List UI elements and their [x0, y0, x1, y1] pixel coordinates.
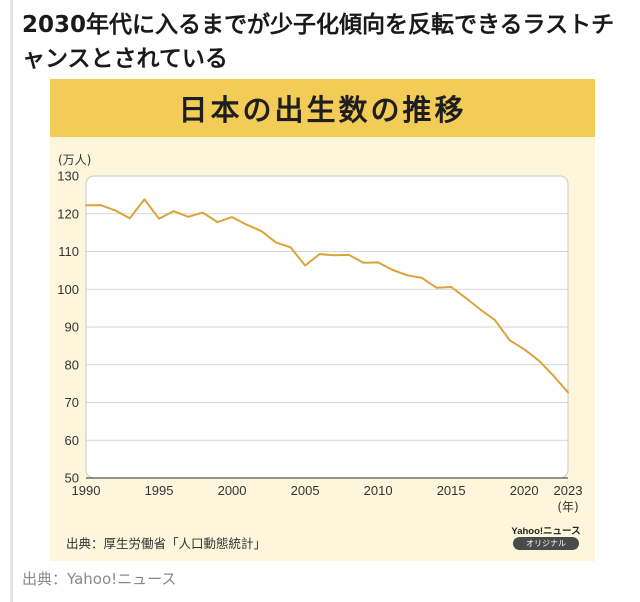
data-point [85, 204, 87, 207]
x-tick-label: 2020 [510, 483, 539, 498]
x-tick-label: 2000 [218, 483, 247, 498]
chart-card: 日本の出生数の推移 50 60 70 80 90 100 110 120 130 1990 1995… [50, 79, 595, 561]
x-tick-label: 2005 [291, 483, 320, 498]
yahoo-news-logo: Yahoo!ニュース オリジナル [505, 523, 587, 551]
data-point [464, 297, 467, 299]
data-point [406, 274, 409, 277]
data-point [245, 223, 248, 226]
y-tick-label: 70 [65, 395, 79, 410]
data-point [231, 216, 233, 219]
article-headline: 2030年代に入るまでが少子化傾向を反転できるラストチャンスとされている [22, 12, 615, 72]
x-tick-label: 1995 [145, 483, 174, 498]
data-point [391, 269, 394, 271]
y-tick-label: 90 [65, 320, 79, 335]
data-point [114, 209, 117, 212]
data-point [435, 286, 438, 289]
data-point [362, 261, 365, 264]
data-point [450, 286, 453, 288]
chart-title: 日本の出生数の推移 [178, 93, 467, 127]
y-tick-label: 50 [65, 471, 79, 486]
data-point [274, 241, 277, 244]
x-tick-label: 1990 [72, 483, 101, 498]
y-tick-label: 130 [57, 169, 79, 184]
data-point [377, 261, 380, 264]
data-point [304, 264, 306, 267]
data-point [333, 254, 336, 257]
data-point [537, 359, 540, 362]
y-tick-label: 80 [65, 357, 79, 372]
data-point [348, 253, 350, 256]
births-line-chart: 50 60 70 80 90 100 110 120 130 1990 1995 2000 2005 20… [57, 153, 583, 514]
chart-title-bar: 日本の出生数の推移 [50, 79, 595, 137]
x-tick-label: 2010 [364, 483, 393, 498]
data-point [216, 221, 219, 223]
x-tick-label: 2023 [554, 483, 583, 498]
y-tick-label: 120 [57, 206, 79, 221]
data-point [158, 217, 160, 220]
y-tick-label: 60 [65, 433, 79, 448]
data-point [172, 210, 175, 213]
left-border-rule [10, 0, 13, 602]
logo-badge: オリジナル [513, 537, 579, 550]
data-point [508, 339, 511, 342]
data-point [552, 374, 555, 377]
chart-source: 出典：厚生労働省「人口動態統計」 [66, 536, 267, 551]
data-point [567, 391, 569, 394]
data-point [479, 308, 482, 311]
data-point [187, 215, 190, 218]
y-axis-unit-label: (万人) [58, 153, 91, 167]
data-point [318, 253, 321, 256]
data-point [143, 198, 146, 201]
births-series-line [85, 198, 569, 394]
data-point [421, 277, 423, 279]
image-credit: 出典：Yahoo!ニュース [22, 570, 177, 588]
data-point [289, 246, 292, 249]
y-tick-label: 110 [58, 244, 79, 259]
x-tick-label: 2015 [437, 483, 466, 498]
data-point [523, 348, 526, 351]
data-point [260, 230, 263, 233]
data-point [99, 204, 102, 206]
y-tick-label: 100 [57, 282, 79, 297]
data-point [494, 319, 496, 322]
data-point [128, 217, 131, 220]
data-point [201, 211, 204, 214]
x-axis-unit-label: (年) [557, 500, 578, 514]
logo-text: Yahoo!ニュース [511, 526, 581, 537]
